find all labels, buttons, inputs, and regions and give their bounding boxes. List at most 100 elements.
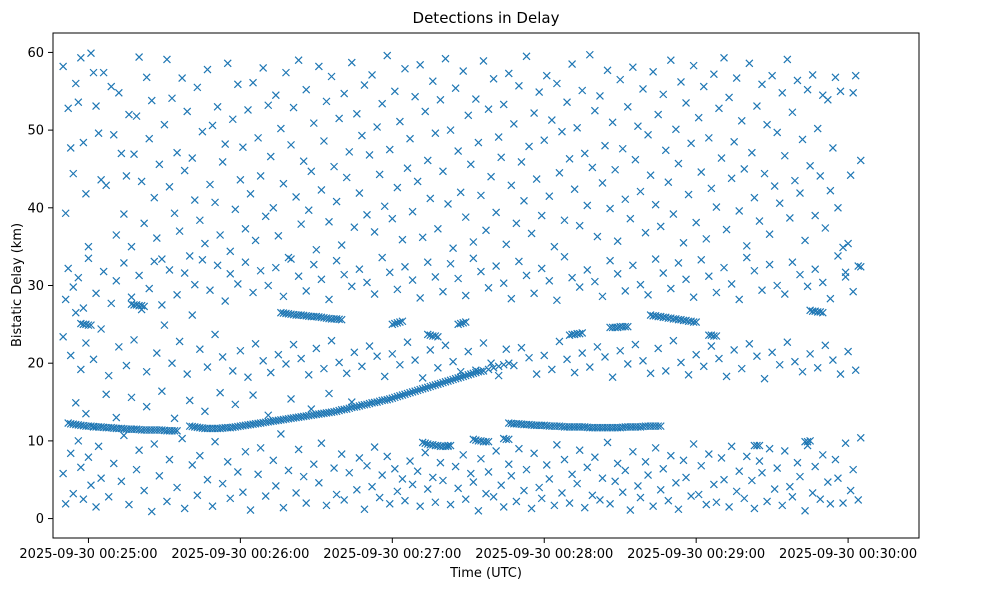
detection-marker <box>345 468 354 477</box>
detection-marker <box>155 471 164 480</box>
detection-marker <box>259 356 268 365</box>
detection-marker <box>722 225 731 234</box>
detection-marker <box>753 352 761 361</box>
detection-marker <box>312 245 321 254</box>
detection-marker <box>350 348 359 357</box>
detection-marker <box>558 127 566 136</box>
detection-marker <box>844 347 853 356</box>
detection-marker <box>256 266 265 275</box>
detection-marker <box>312 344 321 353</box>
detection-marker <box>497 481 506 490</box>
detection-marker <box>390 393 399 402</box>
detection-marker <box>81 409 90 418</box>
detection-marker <box>778 88 787 97</box>
detection-marker <box>213 102 222 111</box>
detection-marker <box>697 461 706 470</box>
detection-marker <box>494 133 503 142</box>
detection-marker <box>140 486 149 495</box>
detection-marker <box>352 109 361 118</box>
detection-marker <box>446 126 455 135</box>
detection-marker <box>811 265 820 274</box>
detection-marker <box>406 388 414 397</box>
detection-marker <box>537 264 546 273</box>
detection-marker <box>712 203 721 211</box>
detection-marker <box>264 281 273 290</box>
detection-marker <box>79 495 88 504</box>
detection-marker <box>742 452 751 461</box>
detection-marker <box>249 288 257 297</box>
detection-marker <box>816 172 825 180</box>
detection-marker <box>142 367 151 376</box>
detection-marker <box>580 149 589 158</box>
detection-marker <box>856 433 865 442</box>
detection-marker <box>484 283 493 292</box>
detection-marker <box>717 454 726 462</box>
detection-marker <box>813 124 822 133</box>
detection-marker <box>408 388 417 396</box>
detection-marker <box>322 501 331 510</box>
detection-marker <box>737 364 746 373</box>
detection-marker <box>573 479 582 488</box>
detection-marker <box>722 372 731 381</box>
detection-marker <box>854 496 863 504</box>
detection-marker <box>289 103 298 112</box>
detection-marker <box>570 185 579 194</box>
detection-marker <box>477 454 485 463</box>
detection-marker <box>378 253 387 262</box>
detection-marker <box>373 123 382 131</box>
detection-marker <box>552 440 561 449</box>
detection-marker <box>383 395 392 404</box>
detection-marker <box>758 468 766 477</box>
detection-marker <box>841 268 850 277</box>
detection-marker <box>125 500 133 509</box>
detection-marker <box>423 330 432 339</box>
detection-marker <box>682 473 690 482</box>
detection-marker <box>651 200 660 209</box>
detection-marker <box>760 374 769 383</box>
detection-marker <box>560 216 569 225</box>
detection-marker <box>720 53 728 62</box>
detection-marker <box>542 461 551 469</box>
detection-marker <box>61 499 70 508</box>
detection-marker <box>352 485 361 494</box>
detection-marker <box>456 319 465 328</box>
detection-marker <box>545 475 554 483</box>
detection-marker <box>178 74 187 82</box>
detection-marker <box>631 155 640 164</box>
detection-marker <box>256 443 265 452</box>
detection-marker <box>806 436 815 445</box>
detection-marker <box>119 210 128 218</box>
detection-marker <box>803 437 812 446</box>
detection-marker <box>504 359 513 368</box>
detection-marker <box>236 346 245 355</box>
detection-marker <box>689 293 698 302</box>
detection-marker <box>64 104 73 113</box>
detection-marker <box>254 133 263 142</box>
detection-marker <box>666 451 675 460</box>
detection-marker <box>732 487 741 496</box>
detection-marker <box>446 500 455 509</box>
detection-marker <box>798 367 807 376</box>
detection-marker <box>390 464 399 473</box>
detection-marker <box>401 262 409 271</box>
detection-marker <box>398 317 407 326</box>
detection-marker <box>856 156 865 165</box>
detection-marker <box>540 136 549 145</box>
detection-marker <box>636 493 645 502</box>
detection-marker <box>808 489 817 497</box>
detection-marker <box>509 119 518 128</box>
detection-marker <box>418 233 427 242</box>
detection-marker <box>337 450 346 459</box>
detection-marker <box>446 259 455 268</box>
detection-marker <box>261 212 270 221</box>
detection-marker <box>173 148 182 157</box>
detection-marker <box>431 129 440 138</box>
detection-marker <box>654 110 663 119</box>
detection-marker <box>677 78 685 86</box>
detection-marker <box>459 450 468 459</box>
detection-marker <box>715 104 723 113</box>
detection-marker <box>342 369 351 378</box>
detection-marker <box>279 503 288 512</box>
detection-marker <box>514 257 523 266</box>
